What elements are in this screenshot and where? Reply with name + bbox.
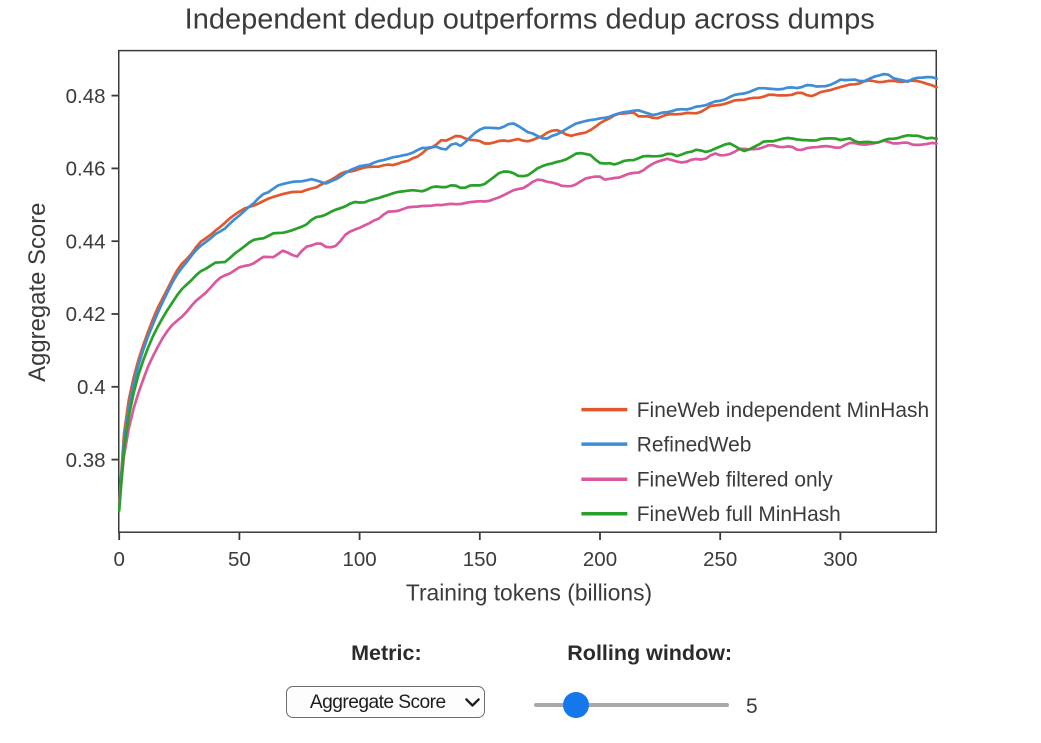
svg-text:FineWeb filtered only: FineWeb filtered only <box>637 469 833 492</box>
svg-text:300: 300 <box>823 548 857 571</box>
svg-text:Independent dedup outperforms: Independent dedup outperforms dedup acro… <box>185 4 875 36</box>
svg-text:100: 100 <box>342 548 376 571</box>
svg-text:0.48: 0.48 <box>66 85 106 108</box>
svg-text:0.4: 0.4 <box>77 376 106 399</box>
svg-text:0.38: 0.38 <box>66 449 106 472</box>
svg-text:RefinedWeb: RefinedWeb <box>637 433 752 456</box>
svg-text:50: 50 <box>228 548 251 571</box>
svg-text:200: 200 <box>583 548 617 571</box>
svg-text:250: 250 <box>703 548 737 571</box>
svg-text:0.42: 0.42 <box>66 303 106 326</box>
svg-text:0.44: 0.44 <box>66 230 106 253</box>
svg-text:Aggregate Score: Aggregate Score <box>24 203 51 382</box>
svg-text:FineWeb independent MinHash: FineWeb independent MinHash <box>637 399 929 422</box>
svg-text:FineWeb full MinHash: FineWeb full MinHash <box>637 503 841 526</box>
svg-text:0.46: 0.46 <box>66 158 106 181</box>
svg-text:0: 0 <box>113 548 124 571</box>
svg-text:Training tokens (billions): Training tokens (billions) <box>406 580 652 606</box>
svg-text:150: 150 <box>463 548 497 571</box>
